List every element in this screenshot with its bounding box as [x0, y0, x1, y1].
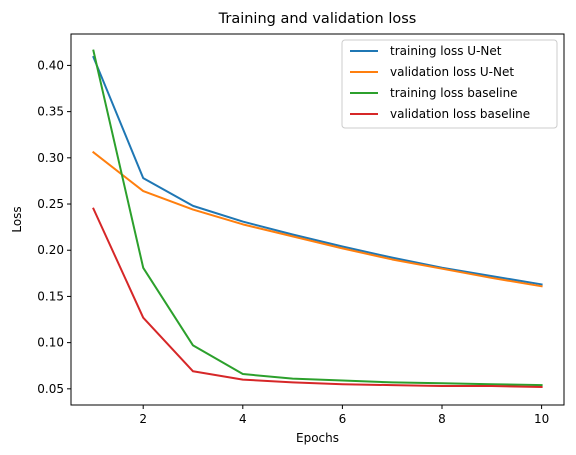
- x-tick-label-2: 2: [139, 412, 147, 426]
- axes-frame: [70, 33, 565, 406]
- x-tick-label-6: 6: [339, 412, 347, 426]
- legend-label-2: validation loss U-Net: [390, 65, 514, 79]
- legend-label-1: training loss U-Net: [390, 44, 502, 58]
- series-line-2: [92, 150, 543, 288]
- chart-title: Training and validation loss: [218, 11, 417, 27]
- y-tick-label-6: 0.35: [37, 105, 64, 119]
- x-axis-label: Epochs: [296, 431, 339, 445]
- legend-box: [341, 39, 558, 129]
- series-line-4: [92, 207, 543, 388]
- y-tick-label-0: 0.05: [37, 382, 64, 396]
- y-tick-label-5: 0.30: [37, 151, 64, 165]
- series-line-1: [92, 55, 543, 286]
- x-tick-label-4: 4: [239, 412, 247, 426]
- y-tick-label-4: 0.25: [37, 197, 64, 211]
- legend-label-3: training loss baseline: [390, 86, 518, 100]
- y-tick-label-2: 0.15: [37, 289, 64, 303]
- plot-area: 2 4 6 8 10 0.05 0.10 0.15 0.20 0.25 0.30 0.35 0.40 tr…: [37, 33, 565, 426]
- x-tick-label-10: 10: [534, 412, 549, 426]
- y-tick-label-7: 0.40: [37, 58, 64, 72]
- legend-label-4: validation loss baseline: [390, 107, 530, 121]
- y-tick-label-3: 0.20: [37, 243, 64, 257]
- y-axis-label: Loss: [10, 206, 24, 232]
- y-tick-label-1: 0.10: [37, 336, 64, 350]
- x-tick-label-8: 8: [438, 412, 446, 426]
- series-line-3: [92, 49, 543, 387]
